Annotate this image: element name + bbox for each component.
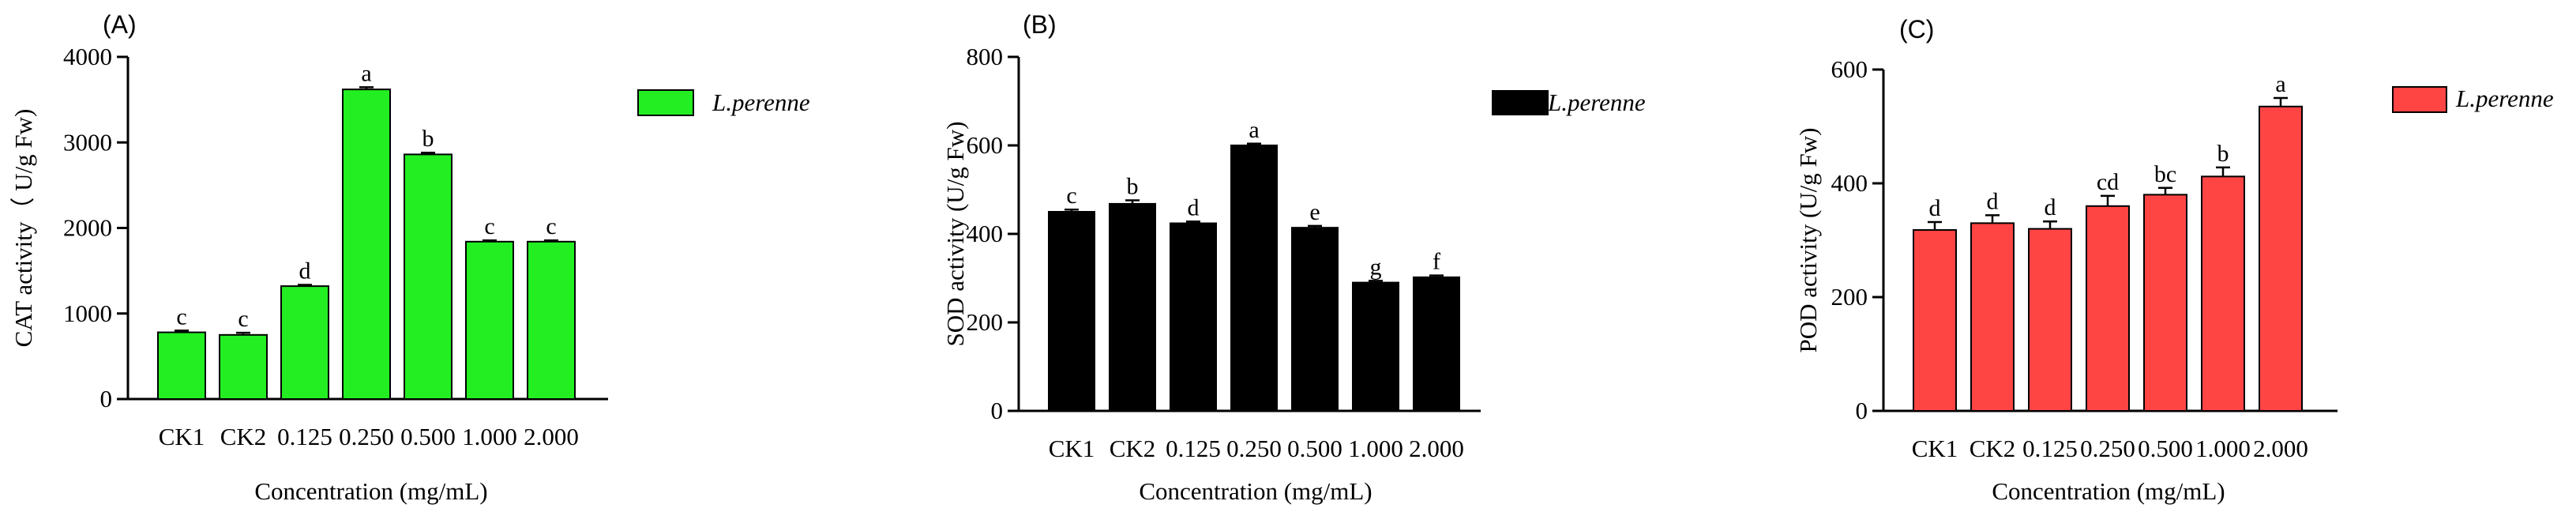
bar [1230, 145, 1278, 412]
significance-letter: d [1987, 188, 1999, 214]
significance-letter: c [484, 213, 494, 239]
chart-panel-b: (B) 0 200 400 600 800 c CK1 b CK2 d 0.125 a 0.250 e 0.5… [941, 10, 1646, 505]
y-tick-label: 400 [1831, 169, 1868, 197]
significance-letter: a [361, 60, 371, 86]
x-tick-label: 2.000 [524, 423, 579, 450]
y-tick-label: 3000 [63, 128, 112, 156]
x-tick-label: 1.000 [462, 423, 517, 450]
x-tick-label: 0.125 [2022, 435, 2078, 462]
x-axis-label: Concentration (mg/mL) [1139, 477, 1372, 505]
legend: L.perenne [1492, 88, 1646, 116]
legend-label: L.perenne [712, 88, 810, 116]
bar [527, 240, 576, 400]
legend: L.perenne [2392, 85, 2554, 113]
panel-label: (C) [1899, 15, 1934, 43]
x-axis-label: Concentration (mg/mL) [254, 477, 487, 505]
x-tick-label: 1.000 [1348, 435, 1403, 462]
y-tick-label: 600 [1831, 55, 1868, 83]
bar [219, 333, 268, 400]
bar [1970, 222, 2015, 412]
x-tick-label: 2.000 [2253, 435, 2308, 462]
x-tick-label: 0.500 [400, 423, 456, 450]
y-tick-label: 200 [967, 308, 1004, 336]
x-tick-label: 0.500 [1287, 435, 1342, 462]
x-tick-label: CK2 [1970, 435, 2016, 462]
significance-letter: a [1249, 117, 1259, 143]
y-tick-label: 0 [991, 397, 1004, 424]
significance-letter: d [1188, 194, 1200, 220]
x-tick-label: 2.000 [1409, 435, 1464, 462]
chart-panel-a: (A) 0 1000 2000 3000 4000 c CK1 c CK2 d 0.125 a 0.250… [9, 10, 810, 505]
significance-letter: cd [2097, 169, 2119, 195]
y-tick-label: 0 [100, 385, 113, 412]
significance-letter: d [2045, 194, 2056, 220]
x-tick-label: 0.125 [277, 423, 332, 450]
significance-letter: g [1370, 254, 1382, 280]
bar [1109, 202, 1156, 412]
significance-letter: d [299, 258, 311, 284]
x-tick-label: CK1 [1912, 435, 1958, 462]
bar [1170, 222, 1217, 412]
bar [2086, 205, 2130, 412]
bar [404, 153, 452, 400]
x-tick-label: 0.250 [1226, 435, 1282, 462]
y-tick-label: 600 [967, 131, 1004, 159]
y-tick-label: 1000 [63, 299, 112, 327]
significance-letter: e [1309, 199, 1320, 225]
y-axis-label: SOD activity (U/g Fw) [941, 121, 969, 346]
bar [2143, 194, 2187, 412]
x-tick-label: CK1 [159, 423, 205, 450]
y-tick-label: 200 [1831, 283, 1868, 311]
x-tick-label: 0.250 [2080, 435, 2135, 462]
y-tick-label: 4000 [63, 43, 112, 70]
legend-swatch [637, 89, 694, 116]
bar [157, 331, 206, 400]
significance-letter: c [176, 303, 186, 330]
significance-letter: c [238, 306, 248, 332]
x-tick-label: 0.250 [339, 423, 394, 450]
legend-label: L.perenne [2455, 85, 2554, 112]
x-tick-label: CK2 [220, 423, 267, 450]
significance-letter: b [1127, 173, 1139, 199]
legend-swatch [1492, 90, 1549, 115]
y-tick-label: 0 [1856, 397, 1868, 424]
bar [1352, 281, 1399, 412]
x-tick-label: 1.000 [2195, 435, 2251, 462]
significance-letter: d [1929, 195, 1941, 221]
significance-letter: c [1066, 183, 1076, 209]
x-tick-label: CK1 [1049, 435, 1095, 462]
bar [2201, 175, 2245, 412]
bar [2028, 228, 2072, 412]
panel-label: (A) [103, 10, 137, 39]
x-tick-label: CK2 [1110, 435, 1156, 462]
bar [2259, 105, 2303, 412]
x-tick-label: 0.500 [2138, 435, 2193, 462]
y-axis-label: CAT activity（ U/g Fw) [9, 109, 37, 348]
bar [1048, 211, 1095, 412]
bar [1413, 276, 1460, 412]
bar [280, 285, 329, 400]
significance-letter: c [546, 213, 556, 239]
significance-letter: b [422, 126, 434, 152]
significance-letter: b [2217, 141, 2229, 167]
x-tick-label: 0.125 [1166, 435, 1221, 462]
y-axis-label: POD activity (U/g Fw) [1794, 127, 1822, 352]
chart-panel-c: (C) 0 200 400 600 d CK1 d CK2 d 0.125 cd 0.250 bc 0.50… [1794, 15, 2554, 505]
bar [465, 240, 514, 400]
legend-swatch [2392, 86, 2447, 113]
significance-letter: f [1433, 249, 1440, 275]
legend: L.perenne [637, 88, 810, 116]
bar [342, 88, 391, 400]
panel-label: (B) [1023, 10, 1057, 39]
y-tick-label: 2000 [63, 214, 112, 242]
legend-label: L.perenne [1547, 88, 1646, 116]
bar [1913, 229, 1957, 412]
y-tick-label: 400 [967, 220, 1004, 247]
significance-letter: a [2275, 71, 2285, 97]
significance-letter: bc [2154, 161, 2176, 187]
y-tick-label: 800 [967, 43, 1004, 70]
bar [1291, 227, 1339, 412]
x-axis-label: Concentration (mg/mL) [1992, 477, 2225, 505]
